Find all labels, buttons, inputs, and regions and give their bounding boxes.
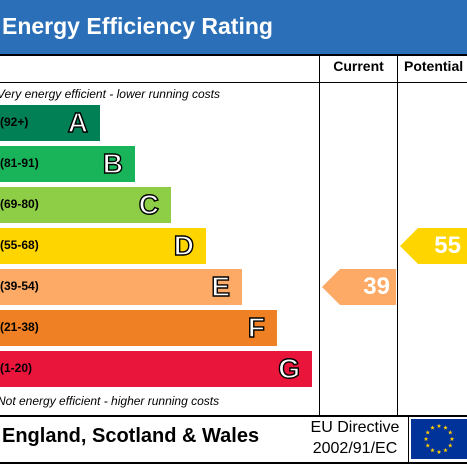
band-g: (1-20) G: [0, 351, 312, 387]
current-column-header: Current: [333, 58, 384, 74]
band-range-label: (21-38): [0, 320, 39, 334]
eu-directive-line2: 2002/91/EC: [312, 440, 398, 457]
eu-flag-icon: [411, 419, 467, 459]
grid-line-footer-top: [0, 415, 467, 417]
band-letter: F: [247, 311, 266, 343]
band-range-label: (39-54): [0, 279, 39, 293]
grid-line-header-bottom: [0, 82, 467, 83]
band-range-label: (55-68): [0, 238, 39, 252]
flag-star-icon: [436, 449, 442, 454]
band-d: (55-68) D: [0, 228, 206, 264]
country-label: England, Scotland & Wales: [2, 425, 260, 447]
flag-star-icon: [425, 430, 431, 435]
grid-line-bottom: [0, 462, 467, 464]
flag-star-icon: [425, 443, 431, 448]
flag-star-icon: [430, 447, 435, 453]
band-letter: E: [211, 270, 231, 302]
flag-star-icon: [447, 443, 453, 448]
band-letter: D: [173, 229, 195, 261]
band-e: (39-54) E: [0, 269, 242, 305]
grid-line-footer-divider: [408, 416, 409, 463]
flag-star-icon: [430, 425, 435, 430]
band-letter: G: [278, 352, 301, 384]
header-bar: Energy Efficiency Rating: [0, 0, 467, 54]
potential-rating-value: 55: [434, 232, 461, 259]
flag-star-icon: [443, 447, 448, 453]
band-a: (92+) A: [0, 105, 100, 141]
current-rating-arrow: 39: [322, 269, 396, 305]
note-very-efficient: Very energy efficient - lower running co…: [0, 87, 220, 101]
band-f: (21-38) F: [0, 310, 277, 346]
note-not-efficient: Not energy efficient - higher running co…: [0, 394, 220, 408]
band-letter: C: [138, 188, 160, 220]
grid-line-current-left: [319, 54, 320, 416]
potential-column-header: Potential: [404, 58, 464, 74]
grid-line-potential-left: [397, 54, 398, 416]
grid-line-top: [0, 54, 467, 56]
current-rating-value: 39: [363, 273, 390, 300]
band-range-label: (81-91): [0, 156, 39, 170]
band-range-label: (69-80): [0, 197, 39, 211]
band-range-label: (92+): [0, 115, 29, 129]
band-range-label: (1-20): [0, 361, 33, 375]
band-c: (69-80) C: [0, 187, 171, 223]
band-b: (81-91) B: [0, 146, 135, 182]
current-arrow-shape: [322, 269, 396, 305]
flag-star-icon: [436, 423, 442, 428]
flag-star-icon: [449, 436, 455, 441]
flag-star-icon: [423, 436, 429, 441]
potential-rating-arrow: 55: [400, 228, 467, 264]
eu-directive-line1: EU Directive: [310, 419, 400, 436]
potential-arrow-shape: [400, 228, 467, 264]
flag-star-icon: [447, 430, 453, 435]
band-letter: A: [67, 106, 89, 138]
band-letter: B: [102, 147, 124, 179]
flag-star-icon: [443, 425, 448, 430]
chart-title: Energy Efficiency Rating: [2, 13, 273, 39]
